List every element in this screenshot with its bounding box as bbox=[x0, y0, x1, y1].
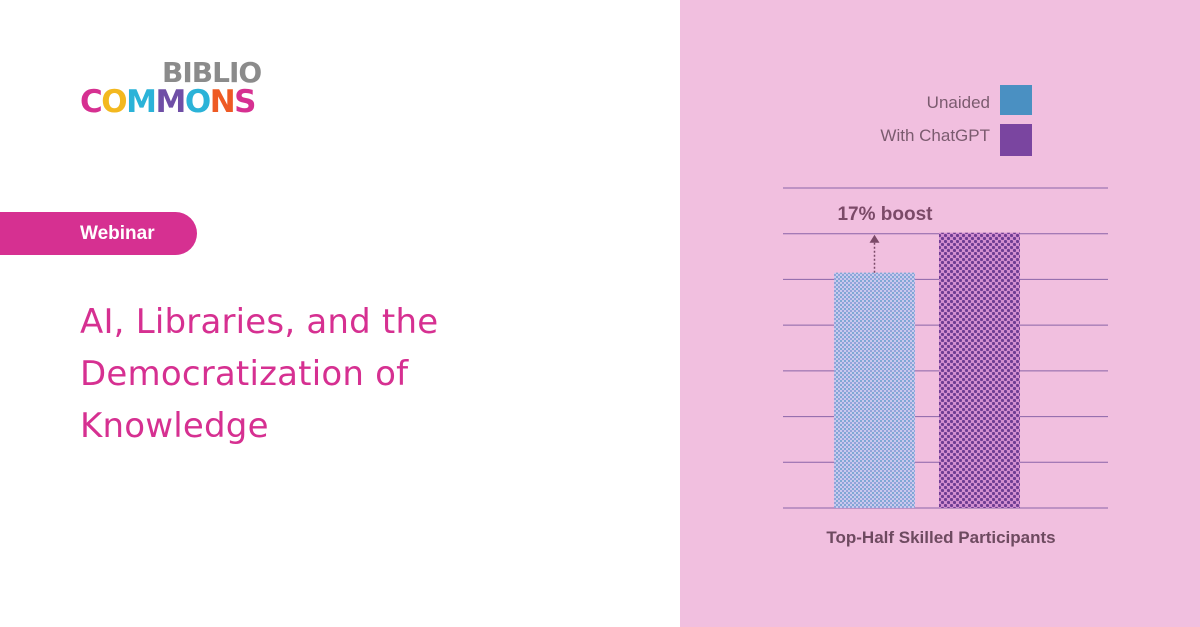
bar-unaided bbox=[834, 272, 915, 508]
legend-label-unaided: Unaided bbox=[927, 93, 990, 112]
title-line-2: Democratization of bbox=[80, 354, 409, 394]
chart-bars bbox=[834, 232, 1020, 509]
logo-letter-6: S bbox=[234, 84, 256, 120]
legend-swatch-with-chatgpt bbox=[1000, 124, 1032, 156]
bar-chart: Unaided With ChatGPT 17% boost Top-Half … bbox=[783, 85, 1108, 547]
annotation-arrow-head bbox=[869, 234, 880, 243]
logo-line-biblio: BIBLIO bbox=[162, 56, 262, 89]
x-category-label: Top-Half Skilled Participants bbox=[826, 528, 1055, 547]
title-line-1: AI, Libraries, and the bbox=[80, 302, 439, 342]
bibliocommons-logo: BIBLIO COMMONS bbox=[80, 56, 300, 120]
logo-letter-1: O bbox=[101, 84, 127, 120]
page-title: AI, Libraries, and the Democratization o… bbox=[80, 296, 640, 452]
legend-label-with-chatgpt: With ChatGPT bbox=[880, 126, 990, 145]
logo-letter-5: N bbox=[209, 84, 236, 120]
logo-letter-2: M bbox=[126, 84, 157, 120]
logo-line-commons: COMMONS bbox=[80, 84, 256, 120]
bar-with-chatgpt bbox=[939, 232, 1020, 509]
chart-annotation bbox=[869, 234, 880, 273]
logo-letter-4: O bbox=[184, 84, 211, 120]
legend-swatch-unaided bbox=[1000, 85, 1032, 115]
logo-letter-3: M bbox=[155, 84, 186, 120]
annotation-label: 17% boost bbox=[837, 204, 933, 225]
title-line-3: Knowledge bbox=[80, 406, 269, 446]
left-panel: BIBLIO COMMONS Webinar AI, Libraries, an… bbox=[0, 56, 640, 452]
webinar-badge: Webinar bbox=[0, 212, 197, 255]
chart-legend: Unaided With ChatGPT bbox=[880, 85, 1032, 156]
logo-letter-0: C bbox=[80, 84, 103, 120]
